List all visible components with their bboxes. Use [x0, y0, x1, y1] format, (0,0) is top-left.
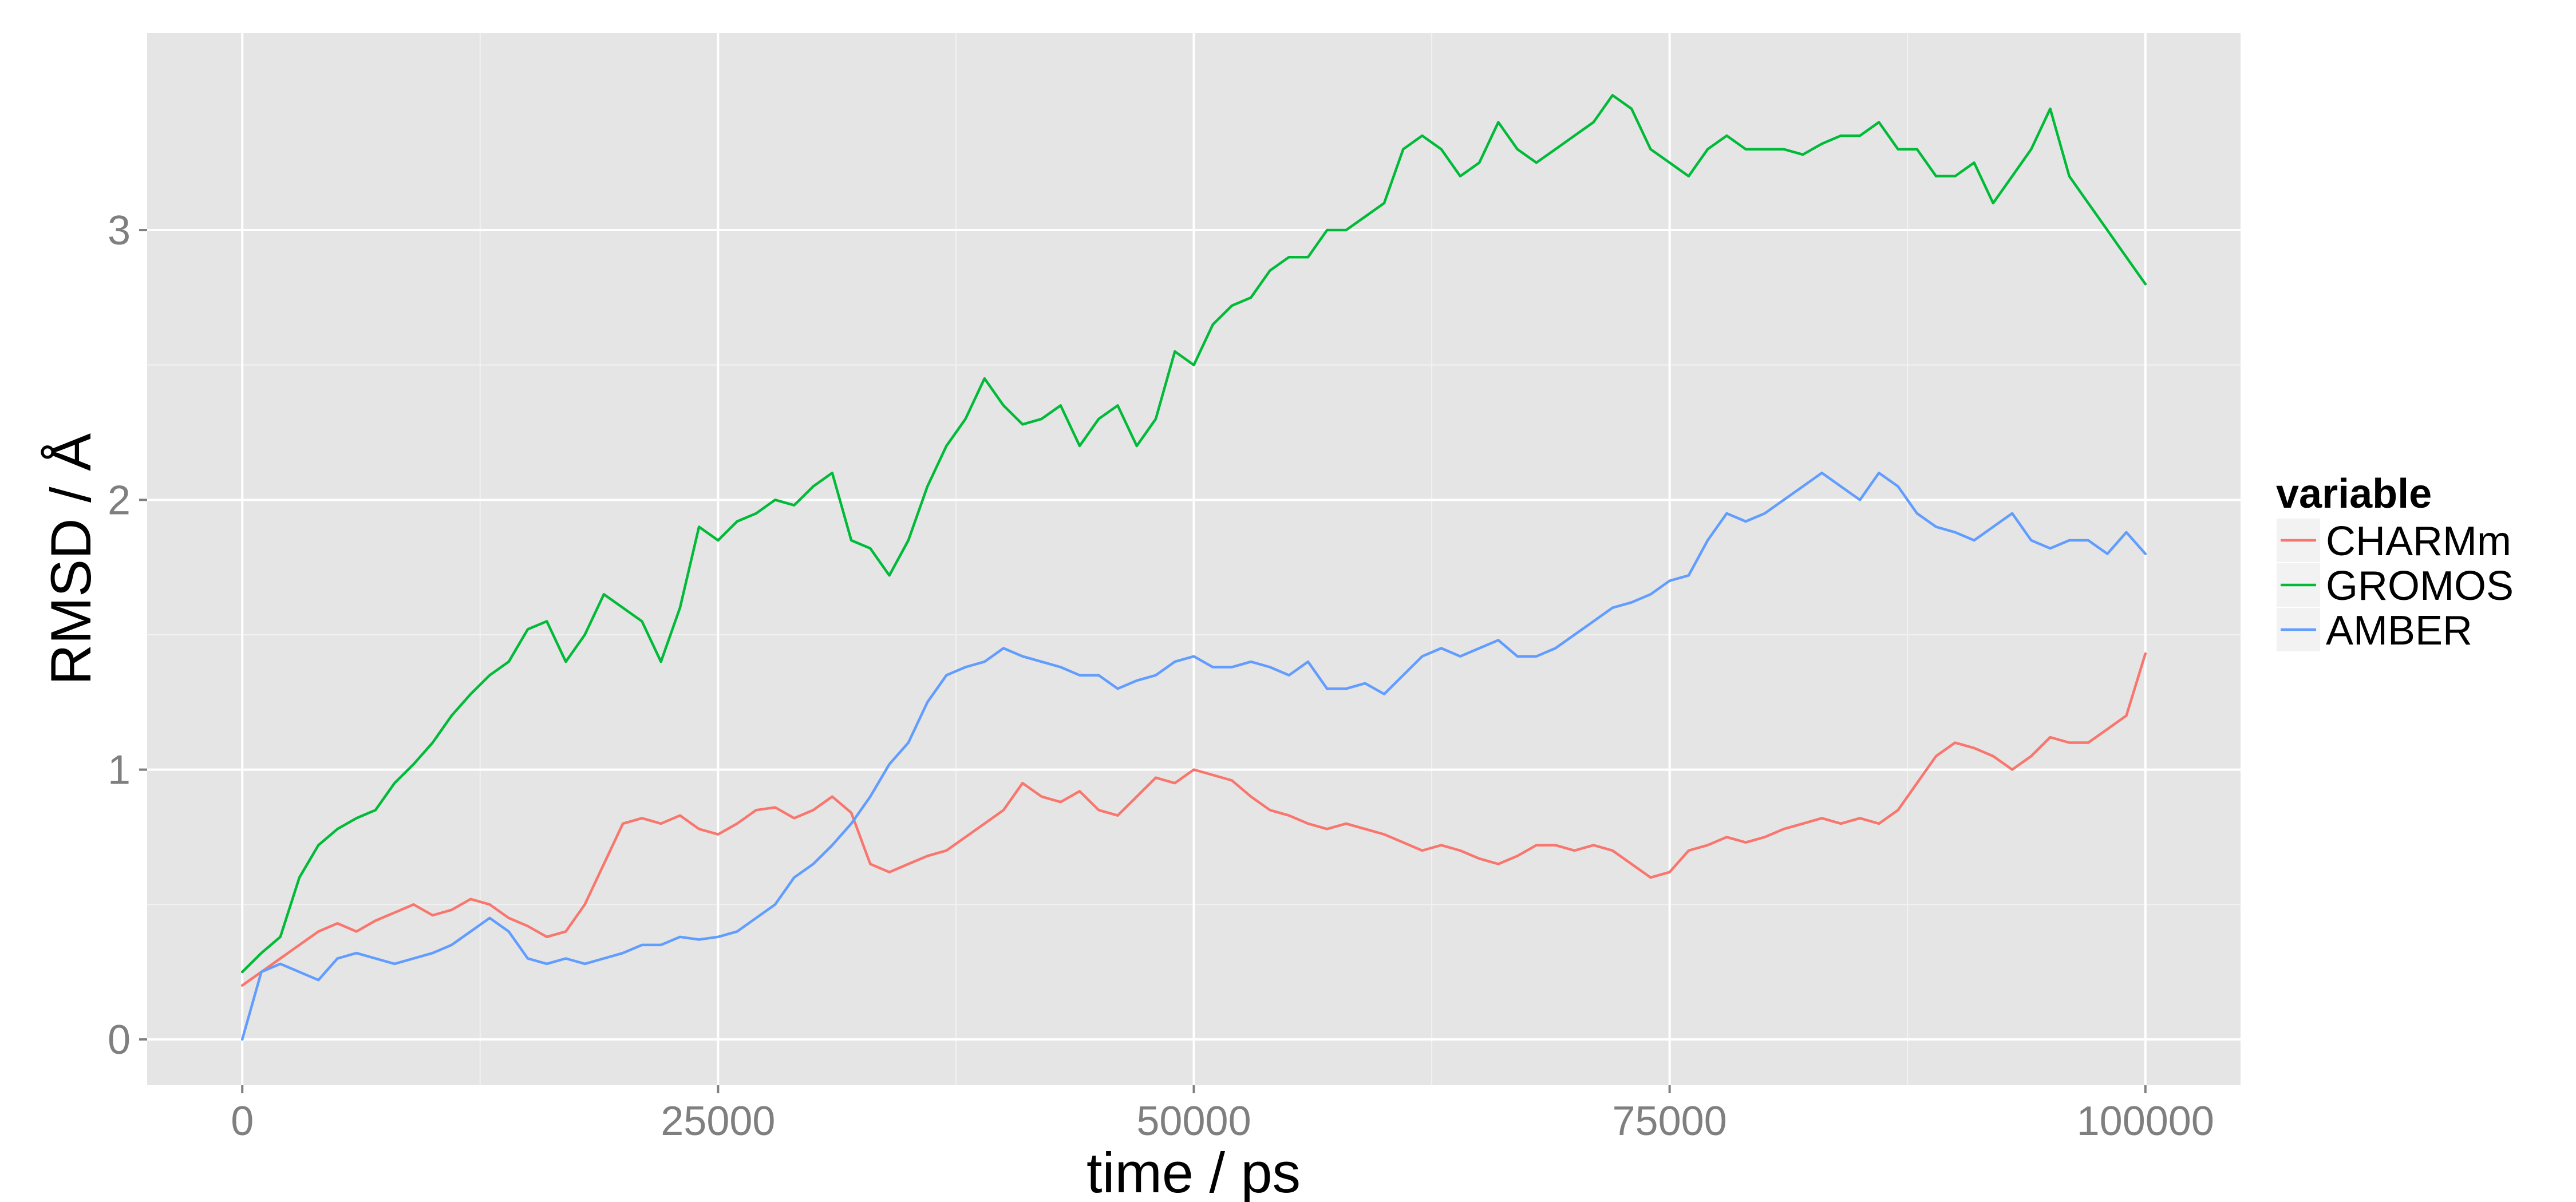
x-tick-label: 25000 [661, 1098, 775, 1144]
legend-label: GROMOS [2326, 563, 2514, 609]
legend-label: CHARMm [2326, 519, 2511, 564]
series-line-amber [240, 471, 2147, 1041]
x-axis: 0 25000 50000 75000 100000 [231, 1085, 2214, 1144]
legend-label: AMBER [2326, 608, 2472, 654]
y-axis: 0 1 2 3 [108, 208, 147, 1063]
series-line-charmm [240, 652, 2147, 987]
y-axis-title: RMSD / Å [39, 433, 102, 685]
y-tick-label: 1 [108, 748, 131, 793]
y-tick-label: 0 [108, 1017, 131, 1063]
series-layer [240, 94, 2147, 1041]
y-tick-label: 3 [108, 208, 131, 254]
y-tick-label: 2 [108, 477, 131, 523]
x-tick-label: 0 [231, 1098, 254, 1144]
series-line-gromos [240, 94, 2147, 974]
x-tick-label: 50000 [1136, 1098, 1251, 1144]
legend-title: variable [2276, 471, 2432, 517]
x-tick-label: 75000 [1613, 1098, 1727, 1144]
x-axis-title: time / ps [1086, 1141, 1301, 1202]
x-tick-label: 100000 [2077, 1098, 2214, 1144]
